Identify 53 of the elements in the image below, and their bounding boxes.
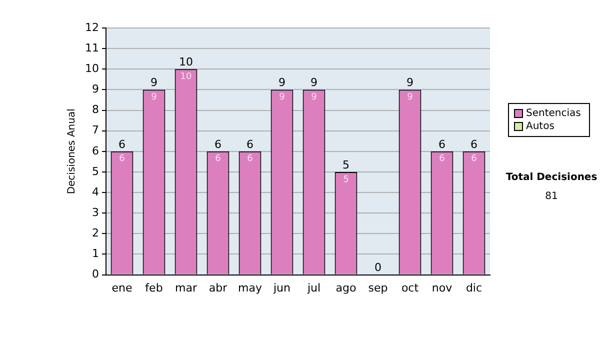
data-label: 9 xyxy=(407,92,414,103)
total-label: 9 xyxy=(310,76,318,90)
total-label: 6 xyxy=(246,138,254,151)
x-tick-label: jul xyxy=(306,281,321,294)
y-tick-label: 10 xyxy=(84,62,99,75)
data-label: 10 xyxy=(180,72,192,82)
x-tick-label: ene xyxy=(112,281,132,294)
total-label: 10 xyxy=(179,55,193,68)
x-tick-label: nov xyxy=(432,281,453,294)
total-label: 6 xyxy=(118,138,126,151)
text: 81 xyxy=(544,191,559,202)
y-tick-label: 7 xyxy=(92,124,99,137)
total-label: 0 xyxy=(374,261,382,274)
y-tick-label: 6 xyxy=(92,144,99,158)
x-tick-label: may xyxy=(238,281,262,294)
x-tick-label: dic xyxy=(466,281,482,294)
x-tick-label: abr xyxy=(208,281,228,294)
total-label: 9 xyxy=(150,76,158,90)
data-label: 6 xyxy=(119,154,126,164)
y-tick-label: 4 xyxy=(92,185,99,198)
total-label: 9 xyxy=(406,76,414,90)
y-tick-label: 1 xyxy=(92,247,99,260)
y-tick-label: 8 xyxy=(92,103,99,116)
x-tick-label: jun xyxy=(272,281,291,294)
x-tick-label: mar xyxy=(175,281,198,294)
data-label: 6 xyxy=(439,154,446,164)
data-label: 9 xyxy=(279,92,286,103)
total-label: 6 xyxy=(214,138,222,151)
total-label: 9 xyxy=(278,76,286,90)
legend-label: Sentencias xyxy=(526,107,581,120)
x-tick-label: sep xyxy=(368,281,388,294)
y-tick-label: 12 xyxy=(84,20,99,34)
data-label: 9 xyxy=(151,92,158,103)
x-tick-label: oct xyxy=(401,281,420,294)
total-label: 6 xyxy=(470,138,478,151)
data-label: 9 xyxy=(311,92,318,103)
y-tick-label: 3 xyxy=(92,206,99,219)
y-axis-title: Decisiones Anual xyxy=(66,108,78,194)
data-label: 6 xyxy=(247,154,254,164)
data-label: 6 xyxy=(215,154,222,164)
legend-label: Autos xyxy=(526,120,554,133)
y-tick-label: 9 xyxy=(92,82,99,96)
y-tick-label: 5 xyxy=(92,164,99,178)
y-tick-label: 2 xyxy=(92,226,99,240)
data-label: 6 xyxy=(471,154,478,164)
data-label: 5 xyxy=(343,174,349,185)
x-tick-label: ago xyxy=(336,281,356,294)
y-tick-label: 0 xyxy=(92,268,99,281)
x-tick-label: feb xyxy=(145,281,163,294)
y-tick-label: 11 xyxy=(84,41,99,54)
total-label: 6 xyxy=(438,138,446,151)
total-label: 5 xyxy=(342,158,350,172)
text: Total Decisiones xyxy=(504,172,598,183)
